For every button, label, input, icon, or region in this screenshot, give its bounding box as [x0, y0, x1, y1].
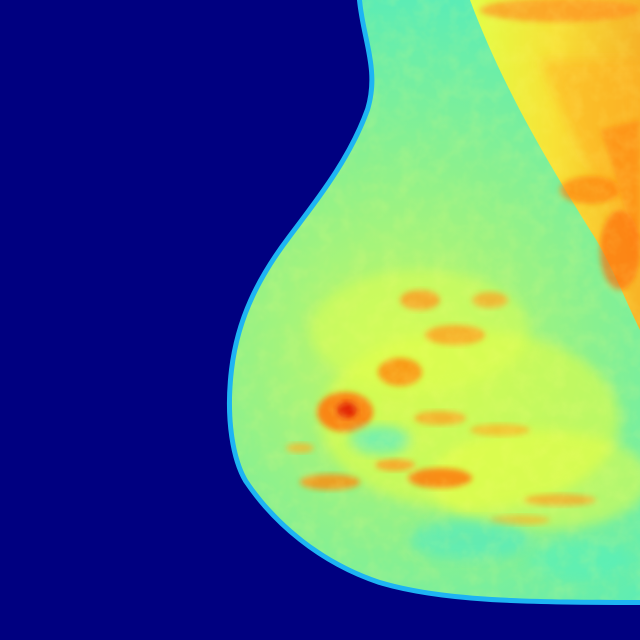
- mammogram-heatmap-image: [227, 0, 640, 606]
- image-viewer: [227, 0, 640, 606]
- breast-tissue: [231, 0, 640, 600]
